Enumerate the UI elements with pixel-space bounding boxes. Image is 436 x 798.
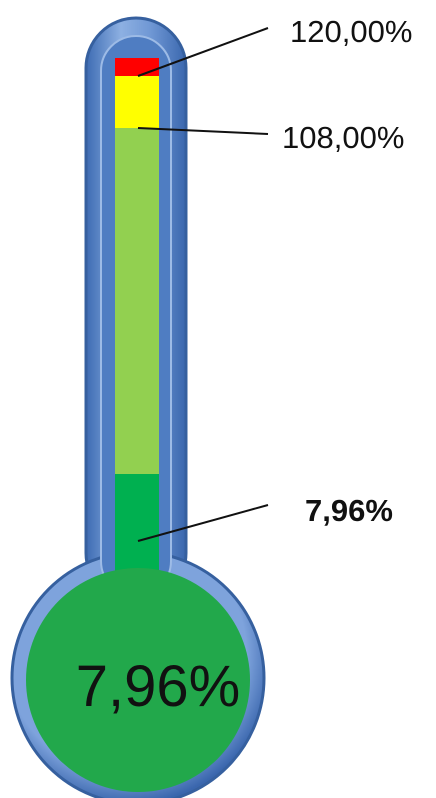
label-current: 7,96% (305, 493, 393, 528)
label-max: 120,00% (290, 14, 412, 49)
leader-line-max (137, 27, 269, 77)
bulb-value: 7,96% (76, 654, 240, 719)
band-green (115, 474, 159, 584)
leader-line-threshold (137, 127, 269, 135)
label-threshold: 108,00% (282, 120, 404, 155)
leader-line-current (137, 504, 269, 542)
band-yellow (115, 76, 159, 128)
band-lightgreen (115, 128, 159, 474)
thermometer-bulb (26, 568, 250, 792)
